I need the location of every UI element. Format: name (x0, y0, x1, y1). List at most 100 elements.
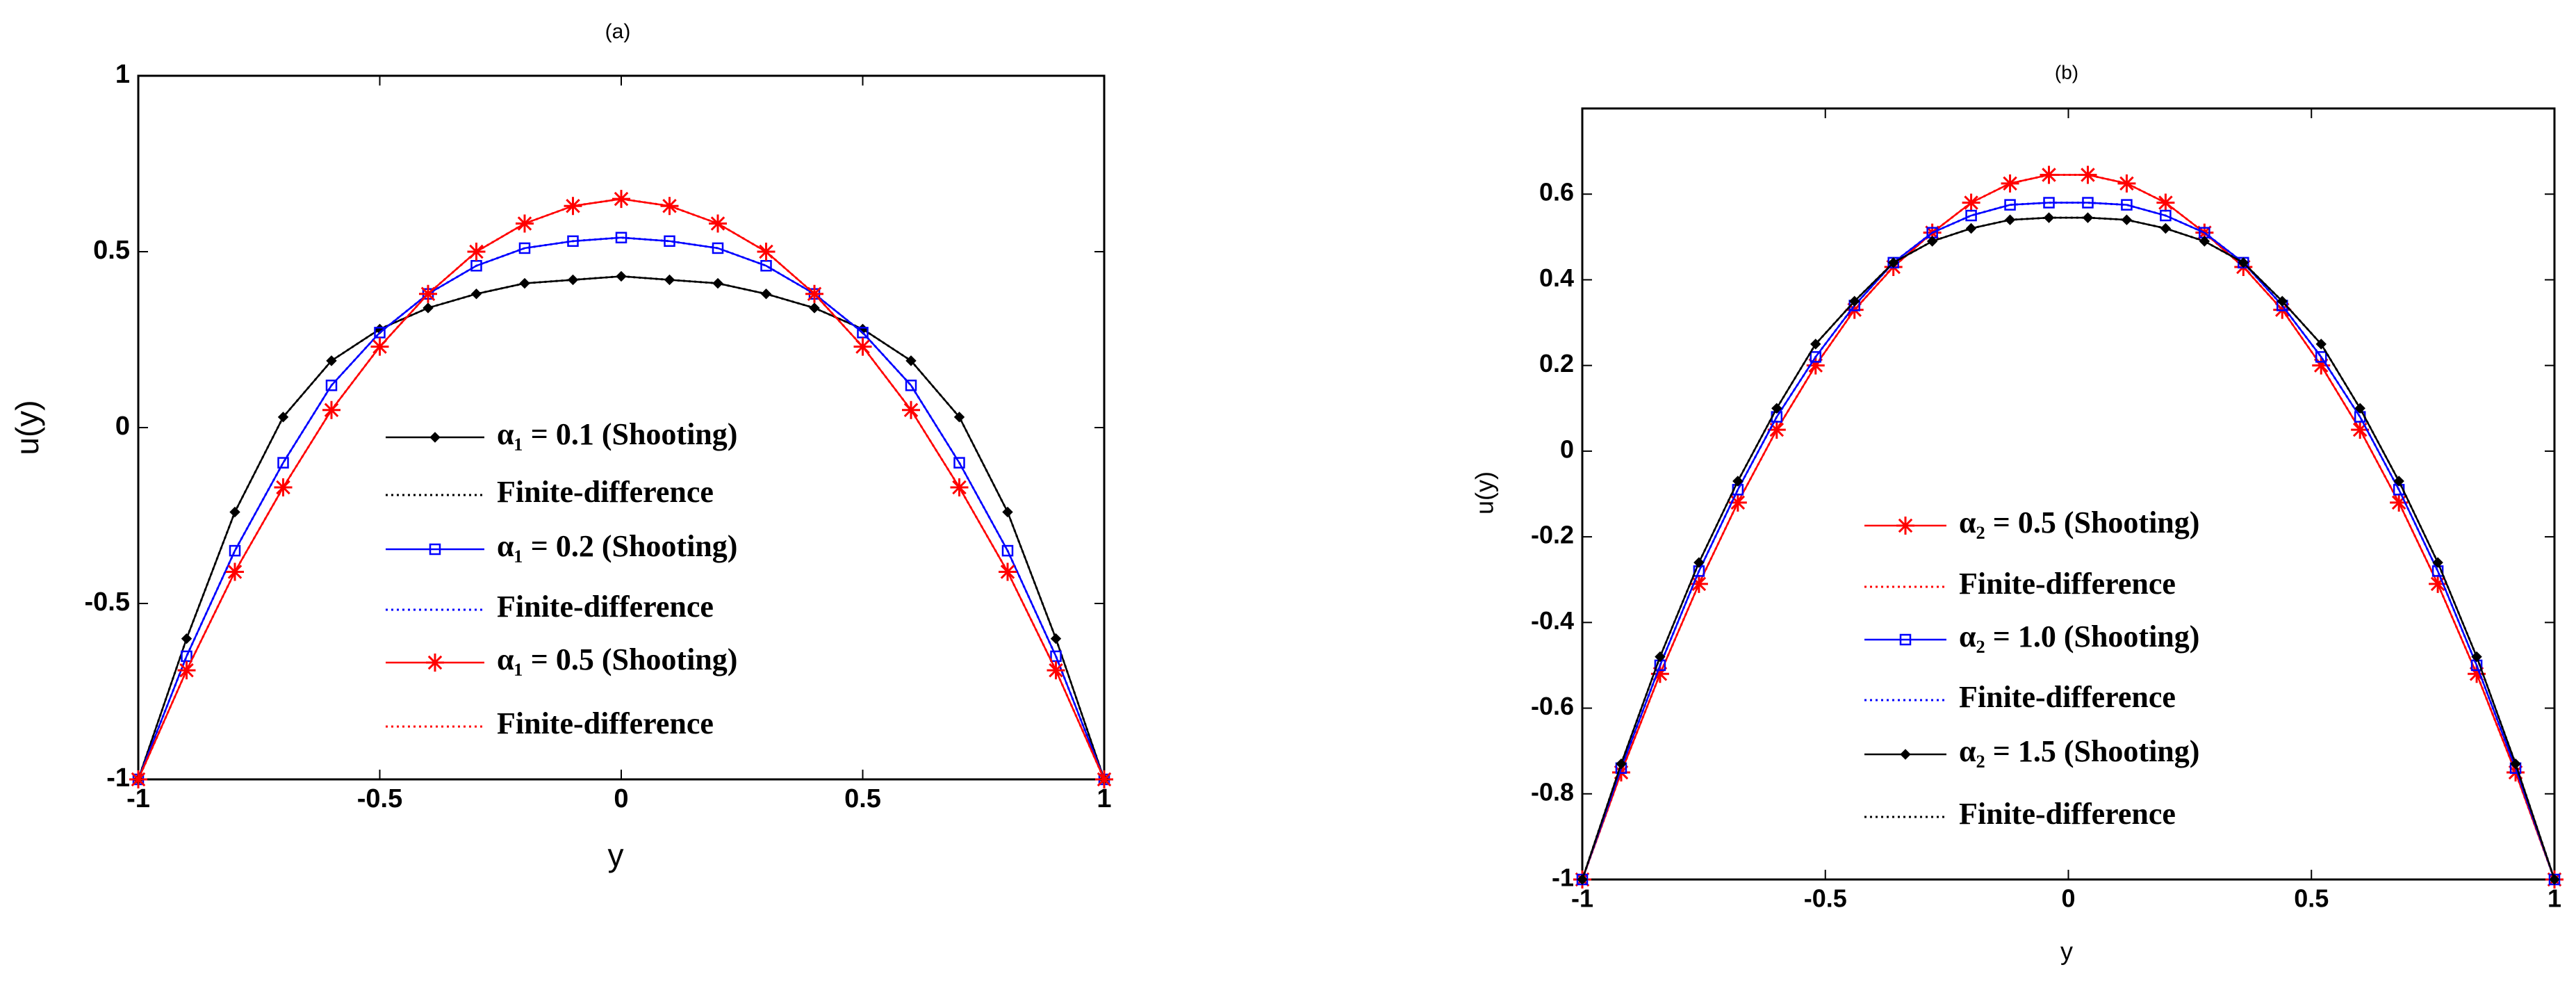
y-tick-label: -0.8 (1531, 777, 1574, 806)
y-tick-label: 0.4 (1539, 264, 1574, 292)
x-tick-label: 0.5 (844, 784, 881, 813)
legend-label: α₁ = 0.1 (Shooting) (497, 417, 737, 451)
x-tick-label: -0.5 (357, 784, 402, 813)
marker (2315, 351, 2327, 363)
marker (857, 327, 869, 339)
marker (2432, 557, 2443, 568)
legend-label: α₁ = 0.5 (Shooting) (497, 642, 737, 676)
y-tick-label: -0.5 (85, 587, 130, 617)
marker (2471, 651, 2482, 663)
marker (181, 633, 192, 644)
legend-marker (1899, 633, 1912, 646)
legend-label: α₂ = 0.5 (Shooting) (1959, 505, 2199, 540)
x-tick-label: -1 (1571, 884, 1593, 913)
x-tick-label: -1 (126, 784, 150, 813)
y-tick-label: 0.5 (93, 236, 130, 265)
marker (709, 214, 727, 233)
y-axis-label: u(y) (9, 400, 45, 455)
marker (1810, 351, 1822, 363)
series-line (137, 236, 1106, 780)
y-tick-label: -1 (1552, 864, 1574, 892)
marker (1655, 651, 1666, 663)
marker (181, 650, 192, 663)
marker (1806, 356, 1825, 375)
legend-marker (1896, 517, 1914, 535)
marker (612, 190, 630, 209)
marker (467, 243, 486, 261)
marker (2117, 174, 2136, 193)
marker (2468, 665, 2486, 683)
marker (1650, 665, 1669, 683)
marker (2429, 574, 2447, 593)
legend-label: α₂ = 1.0 (Shooting) (1959, 619, 2199, 654)
legend-label: Finite-difference (497, 590, 714, 624)
legend-marker (426, 654, 444, 672)
y-tick-label: -0.2 (1531, 521, 1574, 549)
legend-marker (429, 432, 441, 443)
y-tick-label: 0.2 (1539, 349, 1574, 378)
series-line (1581, 173, 2556, 880)
marker (1962, 193, 1980, 212)
y-tick-label: 0 (1560, 435, 1574, 463)
y-tick-label: 0.6 (1539, 178, 1574, 206)
marker (760, 259, 772, 272)
legend-label: Finite-difference (1959, 680, 2176, 714)
marker (1050, 633, 1062, 644)
marker (2004, 199, 2016, 211)
marker (325, 380, 338, 391)
marker (177, 661, 196, 680)
marker (999, 562, 1017, 581)
marker (274, 478, 293, 497)
marker (2078, 165, 2097, 184)
marker (712, 242, 724, 254)
series-line (1581, 216, 2556, 880)
x-tick-label: 0 (614, 784, 628, 813)
chart: (b) y u(y) -1 -0.5 0 0.5 1 -1 -0.8 -0.6 -0.4 -0.2 0 0.… (1470, 61, 2563, 966)
marker (2156, 193, 2175, 212)
x-tick-label: 1 (2548, 884, 2561, 913)
legend-label: Finite-difference (1959, 567, 2176, 601)
marker (470, 259, 482, 272)
series-line (1581, 202, 2556, 880)
y-tick-label: 0 (115, 412, 130, 441)
marker (374, 327, 386, 339)
marker (2315, 339, 2327, 350)
marker (277, 457, 289, 469)
marker (660, 197, 679, 216)
marker (516, 214, 534, 233)
marker (1732, 476, 1744, 487)
marker (2390, 493, 2409, 512)
y-tick-label: 1 (115, 60, 130, 89)
x-axis-label: y (608, 837, 624, 873)
marker (519, 277, 530, 289)
marker (1965, 209, 1977, 222)
marker (2160, 209, 2172, 222)
legend-marker (429, 543, 441, 556)
y-tick-label: -0.4 (1531, 606, 1574, 635)
marker (1771, 403, 1782, 414)
marker (616, 270, 627, 282)
y-tick-label: -1 (106, 763, 130, 793)
legend-label: Finite-difference (497, 475, 714, 509)
legend-label: α₁ = 0.2 (Shooting) (497, 529, 737, 563)
y-tick-label: -0.6 (1531, 692, 1574, 720)
y-axis-label: u(y) (1470, 471, 1499, 514)
x-tick-label: -0.5 (1804, 884, 1847, 913)
marker (805, 284, 823, 303)
marker (2351, 421, 2370, 439)
series-line (1581, 202, 2556, 880)
legend-marker (1900, 749, 1911, 760)
x-tick-label: 0.5 (2294, 884, 2329, 913)
chart-title: (b) (2055, 61, 2078, 83)
plot-frame (137, 74, 1106, 781)
marker (1095, 770, 1113, 788)
marker (1050, 650, 1062, 663)
x-tick-label: 1 (1097, 784, 1111, 813)
marker (905, 380, 917, 391)
marker (664, 274, 675, 286)
marker (1965, 222, 1977, 234)
x-axis-label: y (2060, 937, 2073, 966)
series-line (137, 275, 1106, 780)
chart: (a) y u(y) -1 -0.5 0 0.5 1 -1 -0.5 0 0.5 1 α₁ = 0.1 (… (9, 20, 1113, 873)
